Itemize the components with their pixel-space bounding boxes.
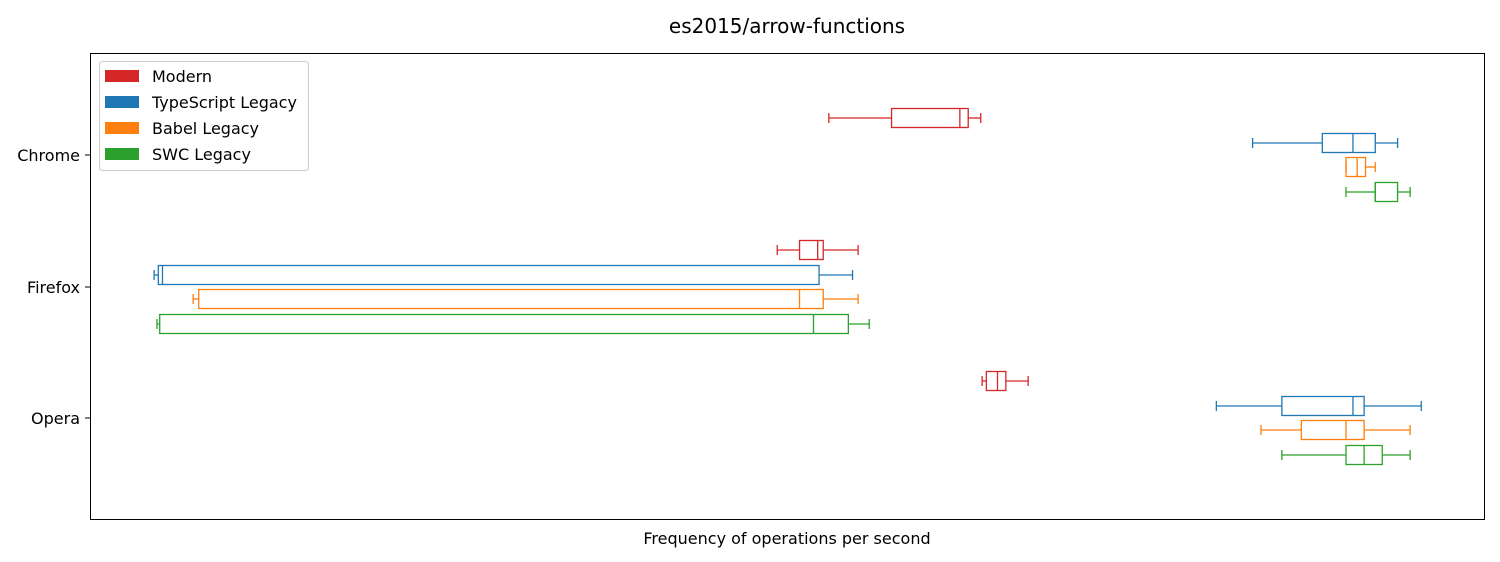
box-iqr (985, 370, 1007, 392)
box-iqr (159, 313, 849, 335)
legend-label: Babel Legacy (152, 119, 259, 138)
y-tick-label: Firefox (27, 278, 80, 297)
box-babel-legacy-chrome (1345, 156, 1376, 178)
box-group (153, 107, 1422, 466)
box-swc-legacy-chrome (1345, 181, 1411, 203)
legend-label: SWC Legacy (152, 145, 251, 164)
box-iqr (1300, 419, 1365, 441)
box-iqr (1321, 132, 1376, 154)
box-babel-legacy-opera (1260, 419, 1411, 441)
legend-frame (99, 61, 309, 171)
legend-swatch (105, 148, 139, 160)
box-iqr (1281, 395, 1365, 417)
box-modern-opera (981, 370, 1029, 392)
box-typescript-legacy-opera (1215, 395, 1422, 417)
legend-label: Modern (152, 67, 212, 86)
x-axis-label: Frequency of operations per second (643, 529, 930, 548)
box-iqr (1345, 156, 1367, 178)
box-iqr (890, 107, 969, 129)
y-tick-label: Opera (31, 409, 80, 428)
y-axis: Chrome Firefox Opera (17, 146, 90, 428)
box-babel-legacy-firefox (192, 288, 859, 310)
y-tick-label: Chrome (17, 146, 80, 165)
box-modern-firefox (776, 239, 859, 261)
box-typescript-legacy-chrome (1251, 132, 1399, 154)
legend-swatch (105, 96, 139, 108)
legend: Modern TypeScript Legacy Babel Legacy SWC L… (99, 61, 309, 171)
box-iqr (157, 264, 820, 286)
box-swc-legacy-firefox (156, 313, 870, 335)
box-iqr (1374, 181, 1399, 203)
box-modern-chrome (828, 107, 982, 129)
box-iqr (198, 288, 824, 310)
box-typescript-legacy-firefox (153, 264, 854, 286)
box-swc-legacy-opera (1281, 444, 1411, 466)
legend-swatch (105, 122, 139, 134)
plot-frame (90, 53, 1485, 520)
legend-swatch (105, 70, 139, 82)
box-iqr (798, 239, 824, 261)
legend-label: TypeScript Legacy (151, 93, 297, 112)
chart-title: es2015/arrow-functions (669, 14, 905, 38)
